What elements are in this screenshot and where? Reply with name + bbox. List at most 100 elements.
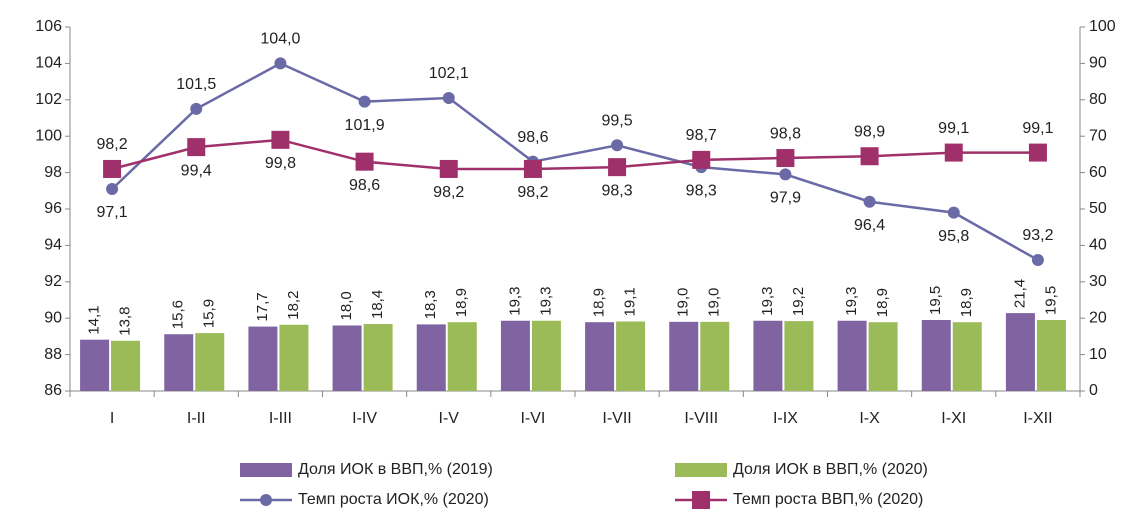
bar [447,322,477,391]
point-label: 98,3 [602,182,633,199]
y-tick-label: 100 [35,127,62,144]
y-tick-label: 104 [35,55,62,72]
bar-label: 19,3 [843,287,860,316]
bar [837,320,867,391]
marker [863,195,876,208]
bar-label: 18,0 [338,291,355,320]
y2-tick-label: 70 [1089,127,1107,144]
marker [860,147,879,166]
point-label: 98,7 [686,127,717,144]
bar [700,321,730,391]
y2-tick-label: 30 [1089,273,1107,290]
bar [80,339,110,391]
x-tick-label: I-VIII [684,410,718,427]
legend-marker [692,491,710,509]
y-tick-label: 86 [44,382,62,399]
point-label: 104,0 [260,31,300,48]
bar-label: 19,5 [927,286,944,315]
y-tick-label: 102 [35,91,62,108]
point-label: 98,2 [517,184,548,201]
point-label: 98,9 [854,123,885,140]
bar-label: 13,8 [117,307,134,336]
bar-label: 19,3 [506,287,523,316]
y-tick-label: 98 [44,164,62,181]
point-label: 102,1 [429,65,469,82]
bar [332,325,362,391]
point-label: 96,4 [854,217,885,234]
marker [947,206,960,219]
x-tick-label: I-VII [602,410,631,427]
y-tick-label: 92 [44,273,62,290]
x-tick-label: I-X [859,410,880,427]
bar [753,320,783,391]
x-tick-label: I [110,410,114,427]
y-tick-label: 90 [44,309,62,326]
marker [523,159,542,178]
legend-label: Темп роста ВВП,% (2020) [733,491,923,508]
bar [1036,320,1066,391]
x-tick-label: I-IV [352,410,377,427]
x-tick-label: I-XII [1023,410,1052,427]
bar-label: 14,1 [86,305,103,334]
bar [363,324,393,391]
x-tick-label: I-III [269,410,292,427]
bar-label: 19,5 [1042,286,1059,315]
bar [195,333,225,391]
bar [784,321,814,391]
bar-label: 15,6 [170,300,187,329]
bar [921,320,951,391]
bar-label: 19,3 [759,287,776,316]
y2-tick-label: 60 [1089,164,1107,181]
marker [271,130,290,149]
y-tick-label: 96 [44,200,62,217]
bar [416,324,446,391]
legend-marker [260,494,272,506]
y-tick-label: 106 [35,18,62,35]
bar [616,321,646,391]
bar [279,324,309,391]
point-label: 99,4 [181,162,212,179]
x-tick-label: I-V [439,410,460,427]
y2-tick-label: 90 [1089,55,1107,72]
bar [585,322,615,391]
marker [187,138,206,157]
bar-label: 18,2 [285,291,302,320]
marker [358,95,371,108]
legend-label: Доля ИОК в ВВП,% (2019) [298,461,493,478]
x-tick-label: I-XI [941,410,966,427]
marker [355,152,374,171]
bar [248,326,278,391]
bar-label: 18,4 [369,290,386,319]
y2-tick-label: 80 [1089,91,1107,108]
marker [442,91,455,104]
marker [776,149,795,168]
point-label: 98,2 [433,184,464,201]
x-tick-label: I-II [187,410,206,427]
point-label: 99,1 [938,120,969,137]
marker [103,159,122,178]
marker [779,168,792,181]
point-label: 93,2 [1022,227,1053,244]
marker [190,102,203,115]
x-tick-label: I-VI [520,410,545,427]
marker [1028,143,1047,162]
point-label: 99,5 [602,113,633,130]
bar-label: 18,9 [453,288,470,317]
bar-label: 19,0 [675,288,692,317]
bar-label: 17,7 [254,292,271,321]
bar-label: 19,2 [790,287,807,316]
point-label: 99,1 [1022,120,1053,137]
marker [944,143,963,162]
point-label: 99,8 [265,155,296,172]
y2-tick-label: 40 [1089,237,1107,254]
line [111,62,1039,262]
point-label: 97,9 [770,190,801,207]
point-label: 98,6 [349,177,380,194]
bar [164,334,194,391]
y2-tick-label: 100 [1089,18,1116,35]
y-tick-label: 88 [44,346,62,363]
point-label: 97,1 [97,204,128,221]
bar [500,320,530,391]
marker [439,159,458,178]
marker [692,150,711,169]
